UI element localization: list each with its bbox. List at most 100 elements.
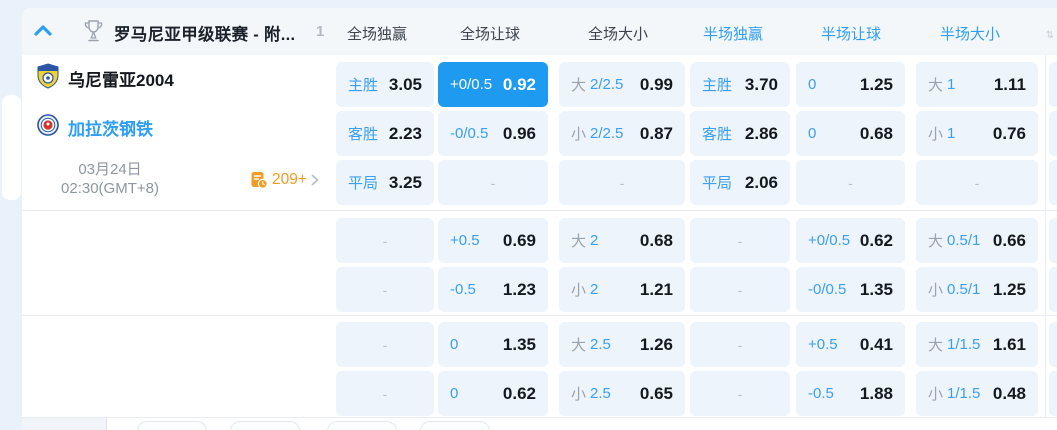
odds-cell[interactable]: 大 2.5 1.26 [559, 322, 685, 367]
odds-value: 1.35 [859, 279, 893, 299]
cropped-odds-cell-edge [1049, 267, 1057, 312]
odds-cell[interactable]: +0.5 0.41 [796, 322, 905, 367]
league-title[interactable]: 罗马尼亚甲级联赛 - 附... [114, 26, 296, 44]
over-under-prefix: 大 [928, 233, 944, 250]
odds-value: 0.87 [639, 123, 673, 143]
odds-label: +0/0.5 [808, 232, 850, 249]
cropped-odds-cell-edge [1049, 62, 1057, 107]
odds-line: 0.5/1 [947, 232, 981, 249]
empty-odds-dash: - [737, 281, 743, 298]
match-datetime: 03月24日 02:30(GMT+8) [40, 160, 180, 198]
odds-cell[interactable]: 小 1/1.5 0.48 [916, 371, 1038, 416]
odds-cell[interactable]: 大 1 1.11 [916, 62, 1038, 107]
odds-label: 大 0.5/1 [928, 230, 980, 251]
next-row-divider [106, 418, 107, 430]
odds-label: +0.5 [808, 336, 838, 353]
odds-line: 平局 [702, 175, 733, 192]
odds-cell[interactable]: -0.5 1.88 [796, 371, 905, 416]
odds-line: 主胜 [348, 77, 379, 94]
odds-cell[interactable]: 主胜 3.70 [690, 62, 790, 107]
odds-line: +0.5 [808, 336, 838, 353]
odds-cell[interactable]: 小 1 0.76 [916, 111, 1038, 156]
odds-label: 客胜 [348, 123, 378, 144]
odds-line: +0/0.5 [450, 76, 493, 93]
cropped-odds-cell-edge [1049, 322, 1057, 367]
odds-cell[interactable]: -0/0.5 0.96 [438, 111, 548, 156]
section-divider [22, 210, 1057, 211]
odds-value: 1.25 [992, 279, 1026, 299]
odds-line: 2 [590, 232, 599, 249]
odds-value: 1.26 [639, 334, 673, 354]
odds-value: 0.99 [639, 74, 673, 94]
odds-label: 小 0.5/1 [928, 279, 980, 300]
odds-line: 0 [450, 385, 459, 402]
match-date: 03月24日 [78, 161, 142, 178]
odds-label: 大 1/1.5 [928, 334, 980, 355]
odds-cell[interactable]: 小 2 1.21 [559, 267, 685, 312]
odds-cell[interactable]: +0/0.5 0.62 [796, 218, 905, 263]
markets-count: 209+ [272, 171, 307, 188]
odds-cell[interactable]: 0 1.35 [438, 322, 548, 367]
cropped-odds-cell-edge [1049, 218, 1057, 263]
league-match-count: 1 [316, 23, 325, 40]
next-row-cell-partial [137, 421, 207, 430]
column-header-fulltime-handicap: 全场让球 [459, 26, 521, 43]
over-under-prefix: 大 [571, 337, 587, 354]
odds-cell[interactable]: 大 2 0.68 [559, 218, 685, 263]
empty-odds-dash: - [737, 385, 743, 402]
section-divider [22, 315, 1057, 316]
odds-cell[interactable]: 主胜 3.05 [336, 62, 434, 107]
odds-line: -0.5 [808, 385, 834, 402]
odds-label: 小 2/2.5 [571, 123, 623, 144]
odds-label: -0.5 [450, 281, 476, 298]
odds-cell[interactable]: 小 2.5 0.65 [559, 371, 685, 416]
away-team-name[interactable]: 加拉茨钢铁 [68, 120, 153, 139]
odds-cell[interactable]: 平局 3.25 [336, 160, 434, 205]
league-header-bar: 罗马尼亚甲级联赛 - 附... 1 全场独赢 全场让球 全场大小 半场独赢 半场… [22, 8, 1057, 55]
odds-line: -0.5 [450, 281, 476, 298]
odds-cell[interactable]: +0.5 0.69 [438, 218, 548, 263]
odds-label: 0 [808, 76, 816, 93]
odds-value: 0.65 [639, 383, 673, 403]
odds-cell[interactable]: 大 2/2.5 0.99 [559, 62, 685, 107]
odds-cell-empty: - [336, 267, 434, 312]
odds-cell[interactable]: 小 2/2.5 0.87 [559, 111, 685, 156]
odds-line: 2/2.5 [590, 76, 624, 93]
odds-cell[interactable]: 平局 2.06 [690, 160, 790, 205]
match-time: 02:30(GMT+8) [61, 180, 159, 197]
odds-value: 3.25 [388, 172, 422, 192]
empty-odds-dash: - [382, 232, 388, 249]
odds-cell[interactable]: -0.5 1.23 [438, 267, 548, 312]
over-under-prefix: 小 [928, 282, 944, 299]
odds-line: 1 [947, 125, 956, 142]
odds-cell[interactable]: 小 0.5/1 1.25 [916, 267, 1038, 312]
odds-cell[interactable]: 0 1.25 [796, 62, 905, 107]
odds-cell-empty: - [916, 160, 1038, 205]
empty-odds-dash: - [737, 336, 743, 353]
home-team-crest-icon [37, 63, 59, 89]
empty-odds-dash: - [848, 174, 853, 191]
home-team-name[interactable]: 乌尼雷亚2004 [68, 71, 174, 90]
odds-cell[interactable]: 0 0.68 [796, 111, 905, 156]
odds-cell[interactable]: 客胜 2.86 [690, 111, 790, 156]
odds-cell[interactable]: +0/0.5 0.92 [438, 62, 548, 107]
odds-cell[interactable]: 大 1/1.5 1.61 [916, 322, 1038, 367]
odds-label: 小 2.5 [571, 383, 611, 404]
odds-cell[interactable]: -0/0.5 1.35 [796, 267, 905, 312]
odds-cell[interactable]: 0 0.62 [438, 371, 548, 416]
collapse-chevron-icon[interactable] [34, 24, 52, 36]
odds-value: 0.66 [992, 230, 1026, 250]
over-under-prefix: 大 [928, 77, 944, 94]
odds-value: 3.70 [744, 74, 778, 94]
empty-odds-dash: - [974, 174, 980, 191]
odds-label: 0 [450, 336, 458, 353]
odds-line: 2.5 [590, 336, 611, 353]
more-markets-link[interactable]: 209+ [250, 171, 319, 189]
odds-label: 客胜 [702, 123, 732, 144]
odds-cell-empty: - [559, 160, 685, 205]
odds-label: -0/0.5 [808, 281, 846, 298]
odds-cell[interactable]: 大 0.5/1 0.66 [916, 218, 1038, 263]
odds-cell[interactable]: 客胜 2.23 [336, 111, 434, 156]
